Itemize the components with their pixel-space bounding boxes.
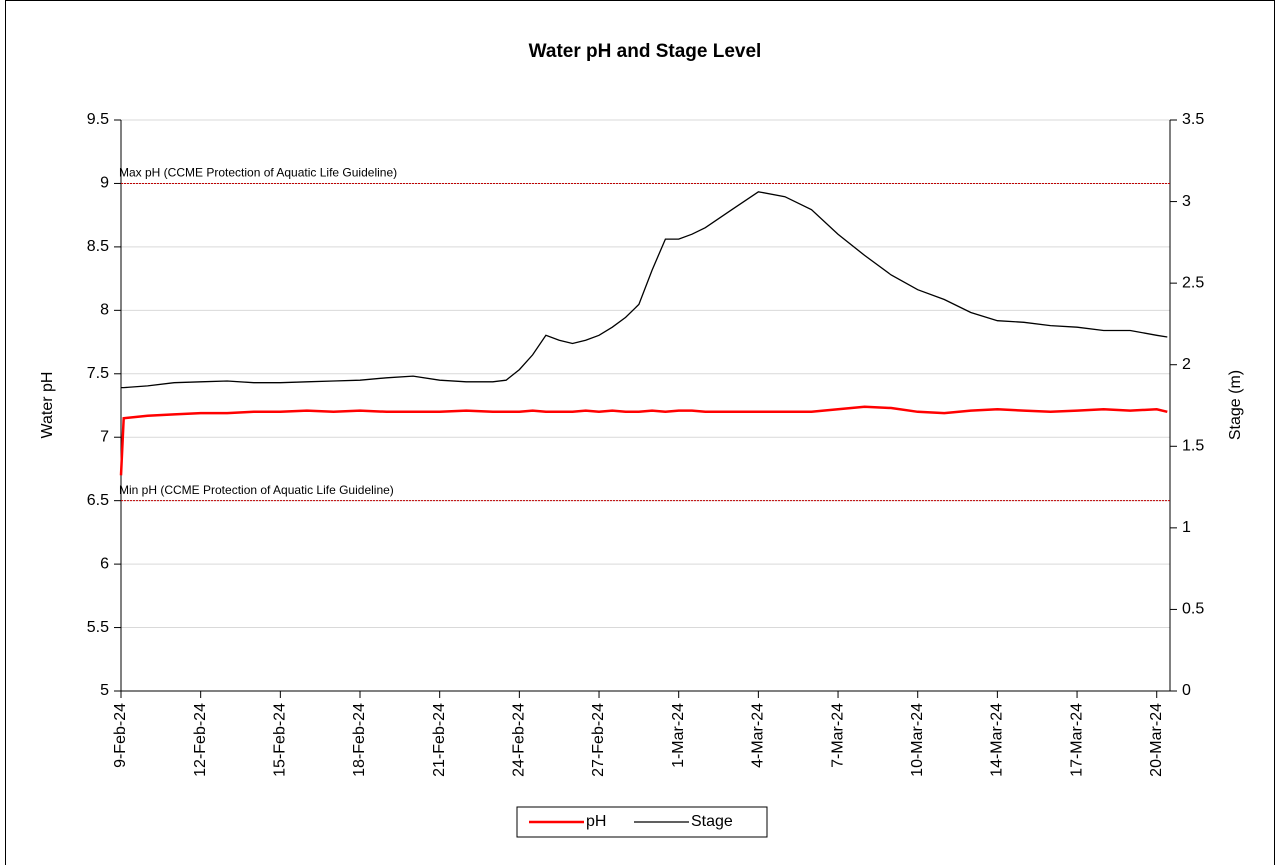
y2-tick-label: 0.5 xyxy=(1182,601,1204,618)
y2-tick-label: 1.5 xyxy=(1182,438,1204,455)
x-tick-label: 9-Feb-24 xyxy=(112,703,129,768)
x-tick-label: 10-Mar-24 xyxy=(909,703,926,777)
y2-tick-label: 3.5 xyxy=(1182,111,1204,128)
reference-label: Max pH (CCME Protection of Aquatic Life … xyxy=(119,166,397,180)
y-tick-label: 9 xyxy=(100,175,109,192)
x-tick-label: 1-Mar-24 xyxy=(670,703,687,768)
x-tick-label: 20-Mar-24 xyxy=(1148,703,1165,777)
x-tick-label: 18-Feb-24 xyxy=(351,703,368,777)
y-tick-label: 6 xyxy=(100,555,109,572)
legend-label: Stage xyxy=(691,813,733,830)
x-tick-label: 27-Feb-24 xyxy=(590,703,607,777)
x-tick-label: 12-Feb-24 xyxy=(192,703,209,777)
y2-axis-title: Stage (m) xyxy=(1227,370,1244,440)
y2-tick-label: 2 xyxy=(1182,356,1191,373)
y-tick-label: 5.5 xyxy=(87,619,109,636)
series-line xyxy=(121,191,1168,389)
y-tick-label: 5 xyxy=(100,682,109,699)
x-tick-label: 17-Mar-24 xyxy=(1068,703,1085,777)
y2-tick-label: 3 xyxy=(1182,193,1191,210)
series-line xyxy=(119,405,1168,476)
reference-label: Min pH (CCME Protection of Aquatic Life … xyxy=(119,483,394,497)
y-tick-label: 7.5 xyxy=(87,365,109,382)
x-tick-label: 21-Feb-24 xyxy=(431,703,448,777)
y-axis-title: Water pH xyxy=(39,372,56,439)
y2-tick-label: 1 xyxy=(1182,519,1191,536)
x-tick-label: 4-Mar-24 xyxy=(750,703,767,768)
x-tick-label: 7-Mar-24 xyxy=(829,703,846,768)
x-tick-label: 24-Feb-24 xyxy=(511,703,528,777)
x-tick-label: 15-Feb-24 xyxy=(272,703,289,777)
x-tick-label: 14-Mar-24 xyxy=(989,703,1006,777)
chart-frame xyxy=(5,0,1275,865)
y2-tick-label: 0 xyxy=(1182,682,1191,699)
y-tick-label: 6.5 xyxy=(87,492,109,509)
y-tick-label: 7 xyxy=(100,428,109,445)
chart-title: Water pH and Stage Level xyxy=(529,41,762,62)
y-tick-label: 8 xyxy=(100,302,109,319)
legend-label: pH xyxy=(586,813,606,830)
y-tick-label: 8.5 xyxy=(87,238,109,255)
y-tick-label: 9.5 xyxy=(87,111,109,128)
y2-tick-label: 2.5 xyxy=(1182,274,1204,291)
